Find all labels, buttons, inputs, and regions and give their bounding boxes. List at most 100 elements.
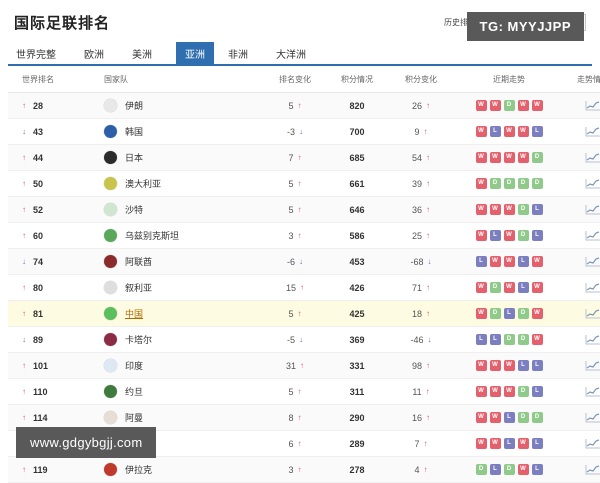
team-name[interactable]: 乌兹别克斯坦 (125, 231, 180, 241)
form-badge-w[interactable]: W (489, 256, 501, 267)
trend-chart-icon[interactable] (585, 152, 600, 163)
form-badge-w[interactable]: W (531, 282, 543, 293)
form-badge-w[interactable]: W (475, 100, 487, 111)
form-badge-d[interactable]: D (531, 412, 543, 423)
form-badge-l[interactable]: L (531, 438, 543, 449)
team-name[interactable]: 沙特 (125, 205, 144, 215)
form-badge-d[interactable]: D (531, 178, 543, 189)
form-badge-l[interactable]: L (531, 360, 543, 371)
team-name[interactable]: 卡塔尔 (125, 335, 153, 345)
form-badge-w[interactable]: W (489, 100, 501, 111)
form-badge-w[interactable]: W (489, 152, 501, 163)
form-badge-l[interactable]: L (531, 126, 543, 137)
team-name[interactable]: 叙利亚 (125, 283, 153, 293)
table-row[interactable]: ↓ 89 卡塔尔 -5 ↓ 369 -46 ↓ L L D D W (8, 326, 600, 353)
form-badge-w[interactable]: W (503, 204, 515, 215)
form-badge-w[interactable]: W (475, 360, 487, 371)
form-badge-w[interactable]: W (475, 230, 487, 241)
team-name[interactable]: 韩国 (125, 127, 144, 137)
trend-chart-icon[interactable] (585, 412, 600, 423)
form-badge-w[interactable]: W (503, 386, 515, 397)
form-badge-w[interactable]: W (475, 152, 487, 163)
form-badge-d[interactable]: D (475, 464, 487, 475)
column-header-team[interactable]: 国家队 (74, 66, 264, 93)
form-badge-w[interactable]: W (503, 360, 515, 371)
form-badge-w[interactable]: W (489, 412, 501, 423)
form-badge-l[interactable]: L (489, 334, 501, 345)
trend-chart-icon[interactable] (585, 126, 600, 137)
form-badge-w[interactable]: W (475, 282, 487, 293)
form-badge-d[interactable]: D (489, 282, 501, 293)
trend-chart-icon[interactable] (585, 100, 600, 111)
form-badge-w[interactable]: W (531, 334, 543, 345)
table-row[interactable]: ↑ 101 印度 31 ↑ 331 98 ↑ W W W L L (8, 352, 600, 379)
tab-1[interactable]: 欧洲 (84, 50, 104, 61)
form-badge-l[interactable]: L (531, 464, 543, 475)
form-badge-l[interactable]: L (531, 386, 543, 397)
trend-chart-icon[interactable] (585, 438, 600, 449)
column-header-change[interactable]: 排名变化 (264, 66, 326, 93)
form-badge-l[interactable]: L (517, 360, 529, 371)
form-badge-l[interactable]: L (503, 438, 515, 449)
form-badge-l[interactable]: L (489, 230, 501, 241)
form-badge-w[interactable]: W (489, 204, 501, 215)
form-badge-w[interactable]: W (475, 204, 487, 215)
form-badge-w[interactable]: W (531, 100, 543, 111)
form-badge-l[interactable]: L (489, 126, 501, 137)
form-badge-w[interactable]: W (517, 100, 529, 111)
form-badge-d[interactable]: D (517, 204, 529, 215)
column-header-pchange[interactable]: 积分变化 (388, 66, 454, 93)
team-name[interactable]: 阿联酋 (125, 257, 153, 267)
form-badge-w[interactable]: W (503, 126, 515, 137)
team-name[interactable]: 约旦 (125, 387, 144, 397)
column-header-rank[interactable]: 世界排名 (8, 66, 74, 93)
team-name[interactable]: 日本 (125, 153, 144, 163)
form-badge-w[interactable]: W (517, 438, 529, 449)
form-badge-w[interactable]: W (475, 412, 487, 423)
form-badge-w[interactable]: W (475, 126, 487, 137)
form-badge-w[interactable]: W (489, 360, 501, 371)
table-row[interactable]: ↑ 81 中国 5 ↑ 425 18 ↑ W D L D W (8, 300, 600, 327)
form-badge-d[interactable]: D (503, 334, 515, 345)
table-row[interactable]: ↑ 80 叙利亚 15 ↑ 426 71 ↑ W D W L W (8, 274, 600, 301)
form-badge-d[interactable]: D (517, 386, 529, 397)
form-badge-l[interactable]: L (531, 230, 543, 241)
form-badge-l[interactable]: L (517, 256, 529, 267)
table-row[interactable]: ↓ 43 韩国 -3 ↓ 700 9 ↑ W L W W L (8, 118, 600, 145)
form-badge-l[interactable]: L (475, 256, 487, 267)
form-badge-w[interactable]: W (503, 230, 515, 241)
team-name[interactable]: 中国 (125, 309, 144, 319)
form-badge-d[interactable]: D (517, 230, 529, 241)
table-row[interactable]: ↑ 28 伊朗 5 ↑ 820 26 ↑ W W D W W (8, 92, 600, 119)
team-name[interactable]: 伊朗 (125, 101, 144, 111)
form-badge-d[interactable]: D (503, 464, 515, 475)
form-badge-l[interactable]: L (503, 308, 515, 319)
team-name[interactable]: 伊拉克 (125, 465, 153, 475)
form-badge-w[interactable]: W (475, 386, 487, 397)
form-badge-w[interactable]: W (503, 152, 515, 163)
form-badge-w[interactable]: W (503, 282, 515, 293)
team-name[interactable]: 阿曼 (125, 413, 144, 423)
form-badge-d[interactable]: D (489, 308, 501, 319)
form-badge-d[interactable]: D (531, 152, 543, 163)
trend-chart-icon[interactable] (585, 256, 600, 267)
tab-4[interactable]: 非洲 (228, 50, 248, 61)
form-badge-d[interactable]: D (489, 178, 501, 189)
tab-5[interactable]: 大洋洲 (276, 50, 306, 61)
form-badge-l[interactable]: L (503, 412, 515, 423)
form-badge-w[interactable]: W (531, 308, 543, 319)
table-row[interactable]: ↑ 114 阿曼 8 ↑ 290 16 ↑ W W L D D (8, 404, 600, 431)
form-badge-w[interactable]: W (531, 256, 543, 267)
form-badge-w[interactable]: W (475, 308, 487, 319)
tab-3[interactable]: 亚洲 (176, 42, 214, 65)
form-badge-l[interactable]: L (475, 334, 487, 345)
trend-chart-icon[interactable] (585, 334, 600, 345)
trend-chart-icon[interactable] (585, 204, 600, 215)
table-row[interactable]: ↑ 50 澳大利亚 5 ↑ 661 39 ↑ W D D D D (8, 170, 600, 197)
form-badge-d[interactable]: D (517, 334, 529, 345)
table-row[interactable]: ↑ 60 乌兹别克斯坦 3 ↑ 586 25 ↑ W L W D L (8, 222, 600, 249)
form-badge-w[interactable]: W (475, 438, 487, 449)
team-name[interactable]: 澳大利亚 (125, 179, 162, 189)
trend-chart-icon[interactable] (585, 230, 600, 241)
form-badge-d[interactable]: D (517, 412, 529, 423)
